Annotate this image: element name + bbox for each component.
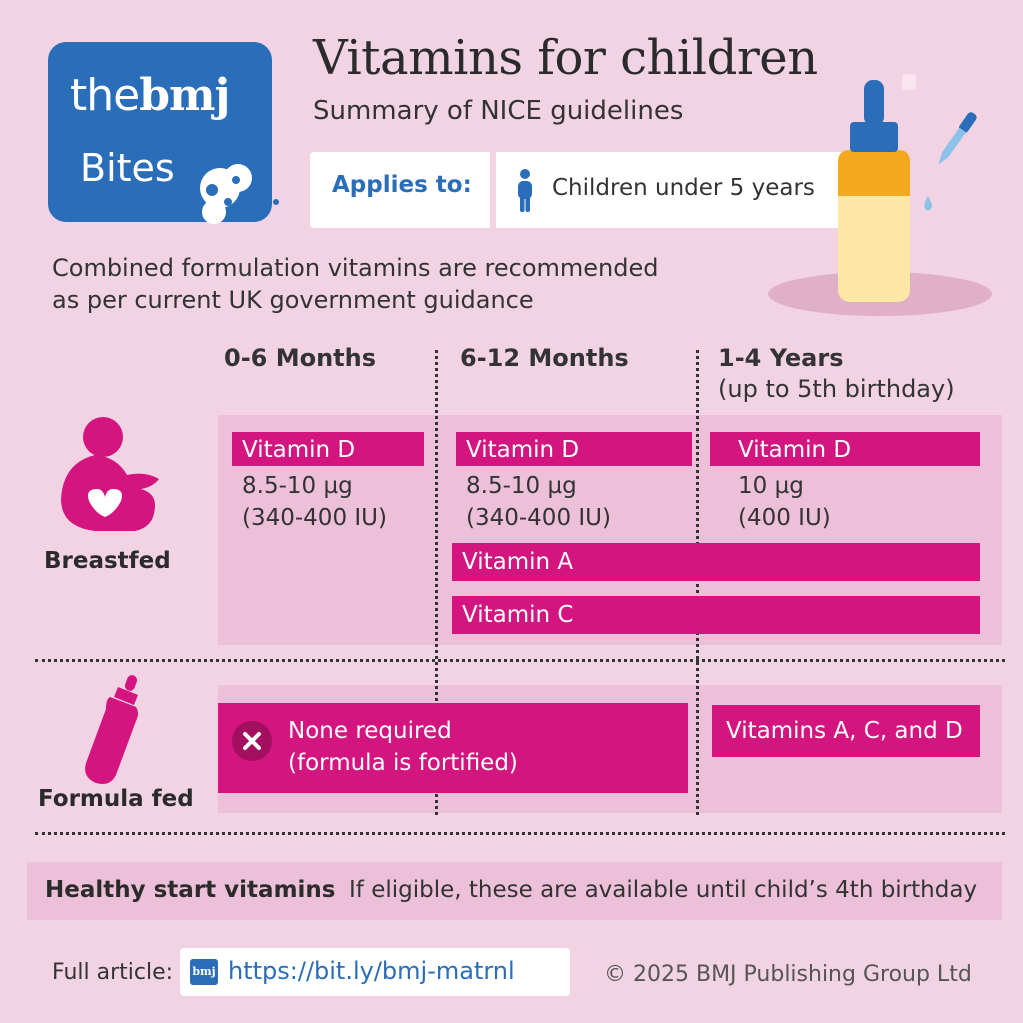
formula-fed-label: Formula fed xyxy=(38,786,194,812)
intro-text: Combined formulation vitamins are recomm… xyxy=(52,252,732,316)
breastfed-1-4-dose: 10 µg (400 IU) xyxy=(738,473,831,531)
baby-bottle-icon xyxy=(85,675,138,784)
healthy-start-text: If eligible, these are available until c… xyxy=(349,877,978,903)
person-icon xyxy=(518,169,532,212)
breastfed-1-4-vitamin-d-bar: Vitamin D xyxy=(710,432,980,466)
full-article-label: Full article: xyxy=(52,960,174,985)
vitamin-dropper-bottle-icon xyxy=(768,74,992,316)
applies-to-label: Applies to: xyxy=(332,172,472,198)
row-divider-2 xyxy=(35,832,1005,835)
article-link-box[interactable]: bmj https://bit.ly/bmj-matrnl xyxy=(180,948,570,996)
column-header-1-4-years: 1-4 Years (up to 5th birthday) xyxy=(718,344,955,403)
intro-line-2: as per current UK government guidance xyxy=(52,286,534,314)
cookie-bite-icon xyxy=(200,164,279,224)
breastfed-vitamin-c-bar: Vitamin C xyxy=(452,596,980,634)
applies-divider xyxy=(490,152,496,228)
row-divider-1 xyxy=(35,659,1005,662)
logo-wordmark: thebmj xyxy=(70,70,230,121)
bmj-icon: bmj xyxy=(190,959,218,985)
intro-line-1: Combined formulation vitamins are recomm… xyxy=(52,254,659,282)
breastfed-label: Breastfed xyxy=(44,548,171,574)
breastfed-6-12-dose: 8.5-10 µg (340-400 IU) xyxy=(466,473,611,531)
applies-to-box: Applies to: Children under 5 years xyxy=(310,152,850,228)
formula-none-required-bar: None required (formula is fortified) xyxy=(218,703,688,793)
breastfeeding-icon xyxy=(61,417,159,531)
breastfed-0-6-dose: 8.5-10 µg (340-400 IU) xyxy=(242,473,387,531)
healthy-start-label: Healthy start vitamins xyxy=(45,877,336,903)
page-subtitle: Summary of NICE guidelines xyxy=(313,96,684,126)
breastfed-vitamin-a-bar: Vitamin A xyxy=(452,543,980,581)
breastfed-0-6-vitamin-d-bar: Vitamin D xyxy=(232,432,424,466)
breastfed-6-12-vitamin-d-bar: Vitamin D xyxy=(456,432,692,466)
column-header-1-4-years-sub: (up to 5th birthday) xyxy=(718,375,955,403)
close-icon xyxy=(232,721,272,761)
formula-vitamins-acd-bar: Vitamins A, C, and D xyxy=(712,705,980,757)
formula-none-required-text: None required (formula is fortified) xyxy=(288,718,518,776)
column-divider-2 xyxy=(696,350,699,815)
bmj-bites-logo: thebmj Bites xyxy=(48,42,272,222)
column-divider-1 xyxy=(435,350,438,815)
applies-to-value: Children under 5 years xyxy=(552,175,815,201)
healthy-start-bar: Healthy start vitamins If eligible, thes… xyxy=(27,862,1002,920)
copyright-text: © 2025 BMJ Publishing Group Ltd xyxy=(604,962,972,987)
page-title: Vitamins for children xyxy=(313,30,818,86)
column-header-0-6-months: 0-6 Months xyxy=(224,344,377,372)
logo-bites-label: Bites xyxy=(80,146,175,190)
article-link[interactable]: https://bit.ly/bmj-matrnl xyxy=(228,957,515,985)
column-header-6-12-months: 6-12 Months xyxy=(460,344,629,372)
